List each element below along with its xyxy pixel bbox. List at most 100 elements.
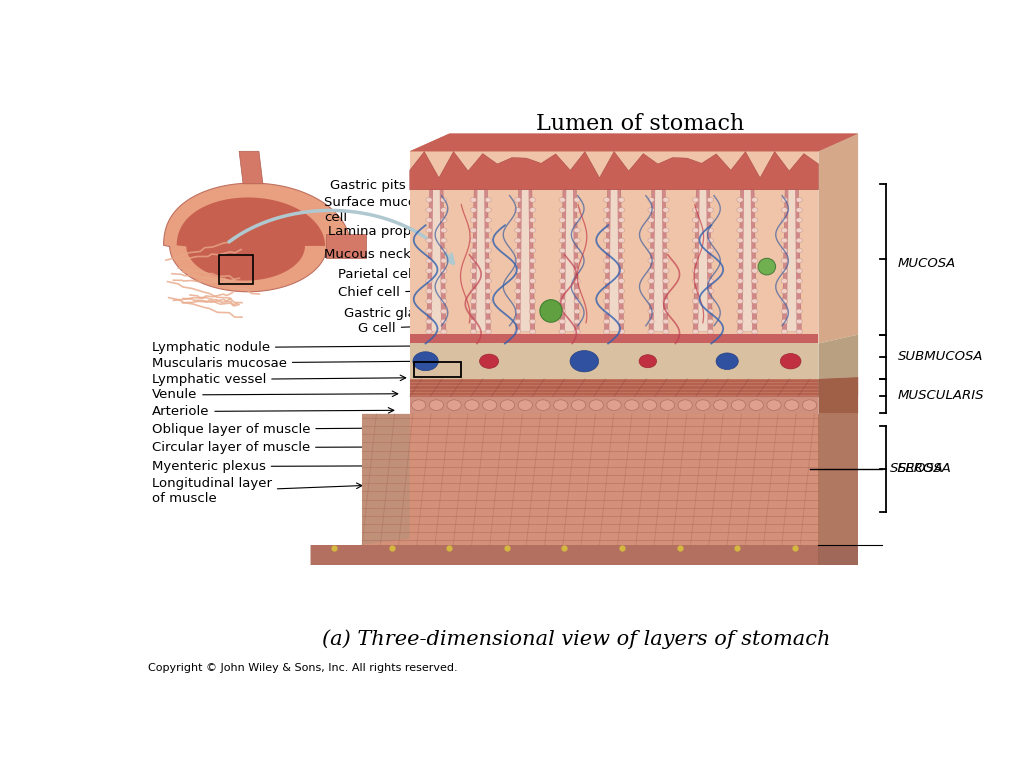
Circle shape <box>603 309 610 314</box>
Circle shape <box>692 197 698 202</box>
Circle shape <box>663 309 669 314</box>
Circle shape <box>529 258 536 263</box>
Circle shape <box>752 279 758 283</box>
Circle shape <box>648 207 654 213</box>
Circle shape <box>781 309 787 314</box>
Circle shape <box>618 207 625 213</box>
Circle shape <box>708 309 714 314</box>
Circle shape <box>618 329 625 334</box>
Circle shape <box>470 329 476 334</box>
Circle shape <box>752 228 758 233</box>
Circle shape <box>573 228 581 233</box>
Circle shape <box>618 269 625 273</box>
Circle shape <box>426 329 432 334</box>
Circle shape <box>752 329 758 334</box>
Polygon shape <box>476 190 485 332</box>
Polygon shape <box>310 545 818 565</box>
Circle shape <box>796 197 803 202</box>
Circle shape <box>515 329 521 334</box>
Circle shape <box>618 238 625 243</box>
Circle shape <box>440 197 447 202</box>
Circle shape <box>663 248 669 253</box>
Circle shape <box>603 197 610 202</box>
Circle shape <box>470 279 476 283</box>
Polygon shape <box>164 183 350 292</box>
Circle shape <box>559 269 565 273</box>
Circle shape <box>529 218 536 223</box>
Text: Myenteric plexus: Myenteric plexus <box>152 460 377 473</box>
Polygon shape <box>410 396 818 414</box>
Circle shape <box>573 279 581 283</box>
Circle shape <box>515 207 521 213</box>
Bar <box>414 362 461 376</box>
Circle shape <box>767 400 781 410</box>
Circle shape <box>485 329 492 334</box>
Text: G cell: G cell <box>358 322 473 335</box>
Circle shape <box>559 238 565 243</box>
Ellipse shape <box>758 258 775 275</box>
Circle shape <box>736 218 743 223</box>
Circle shape <box>781 299 787 303</box>
Circle shape <box>559 248 565 253</box>
Circle shape <box>736 238 743 243</box>
Circle shape <box>529 207 536 213</box>
Circle shape <box>573 258 581 263</box>
Circle shape <box>736 329 743 334</box>
Circle shape <box>708 299 714 303</box>
Circle shape <box>603 258 610 263</box>
Circle shape <box>618 218 625 223</box>
Circle shape <box>573 309 581 314</box>
Circle shape <box>559 329 565 334</box>
Circle shape <box>781 258 787 263</box>
Text: Lamina propria: Lamina propria <box>328 225 456 238</box>
Circle shape <box>692 258 698 263</box>
Text: Venule: Venule <box>152 389 397 402</box>
Circle shape <box>485 289 492 293</box>
Text: SEROSA: SEROSA <box>898 462 951 475</box>
Circle shape <box>485 309 492 314</box>
Circle shape <box>781 228 787 233</box>
Circle shape <box>692 228 698 233</box>
Circle shape <box>426 279 432 283</box>
Circle shape <box>648 289 654 293</box>
Circle shape <box>515 319 521 324</box>
Circle shape <box>426 299 432 303</box>
Circle shape <box>607 400 622 410</box>
Circle shape <box>412 400 426 410</box>
Circle shape <box>752 207 758 213</box>
Circle shape <box>796 279 803 283</box>
Circle shape <box>708 248 714 253</box>
Circle shape <box>573 319 581 324</box>
Circle shape <box>695 400 710 410</box>
Polygon shape <box>240 151 263 184</box>
Text: SEROSA: SEROSA <box>890 462 944 475</box>
Circle shape <box>796 207 803 213</box>
Circle shape <box>529 279 536 283</box>
Circle shape <box>796 269 803 273</box>
Circle shape <box>559 279 565 283</box>
Text: Surface mucous
cell: Surface mucous cell <box>324 197 451 224</box>
Polygon shape <box>649 190 668 332</box>
Circle shape <box>426 248 432 253</box>
Text: Muscularis mucosae: Muscularis mucosae <box>152 356 422 369</box>
Circle shape <box>485 269 492 273</box>
Circle shape <box>736 258 743 263</box>
Circle shape <box>470 248 476 253</box>
Text: Lymphatic nodule: Lymphatic nodule <box>152 341 433 354</box>
Text: Gastric gland: Gastric gland <box>344 307 473 320</box>
Circle shape <box>573 207 581 213</box>
Circle shape <box>440 248 447 253</box>
Circle shape <box>781 279 787 283</box>
Polygon shape <box>560 190 580 332</box>
Text: Oblique layer of muscle: Oblique layer of muscle <box>152 422 386 435</box>
Circle shape <box>440 309 447 314</box>
Circle shape <box>618 228 625 233</box>
Circle shape <box>447 400 461 410</box>
Circle shape <box>781 289 787 293</box>
Circle shape <box>603 207 610 213</box>
Circle shape <box>708 319 714 324</box>
Circle shape <box>678 400 692 410</box>
Circle shape <box>426 238 432 243</box>
Circle shape <box>529 309 536 314</box>
Circle shape <box>736 309 743 314</box>
